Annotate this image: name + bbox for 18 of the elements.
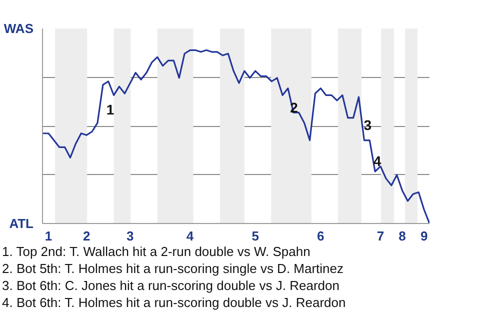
annotation: 3 xyxy=(364,117,372,134)
x-tick-label: 5 xyxy=(252,228,259,244)
x-tick-label: 7 xyxy=(376,228,384,244)
x-tick-label: 8 xyxy=(398,228,406,244)
text: WAS xyxy=(4,21,34,36)
x-tick-label: 4 xyxy=(186,228,194,244)
x-tick-label: 2 xyxy=(82,228,90,244)
x-tick-label: 9 xyxy=(420,228,428,244)
x-tick-label: 6 xyxy=(317,228,324,244)
text: 1. Top 2nd: T. Wallach hit a 2-run double vs W. Spahn xyxy=(2,243,312,260)
text: 3. Bot 6th: C. Jones hit a run-scoring double vs J. Reardon xyxy=(2,277,340,294)
text: 2. Bot 5th: T. Holmes hit a run-scoring single vs D. Martinez xyxy=(2,260,345,277)
text: ATL xyxy=(9,216,34,231)
annotation: 4 xyxy=(373,153,382,170)
text: 4. Bot 6th: T. Holmes hit a run-scoring double vs J. Reardon xyxy=(2,294,346,311)
x-tick-label: 1 xyxy=(44,228,52,244)
x-tick-label: 3 xyxy=(126,228,134,244)
annotation: 1 xyxy=(106,101,114,118)
